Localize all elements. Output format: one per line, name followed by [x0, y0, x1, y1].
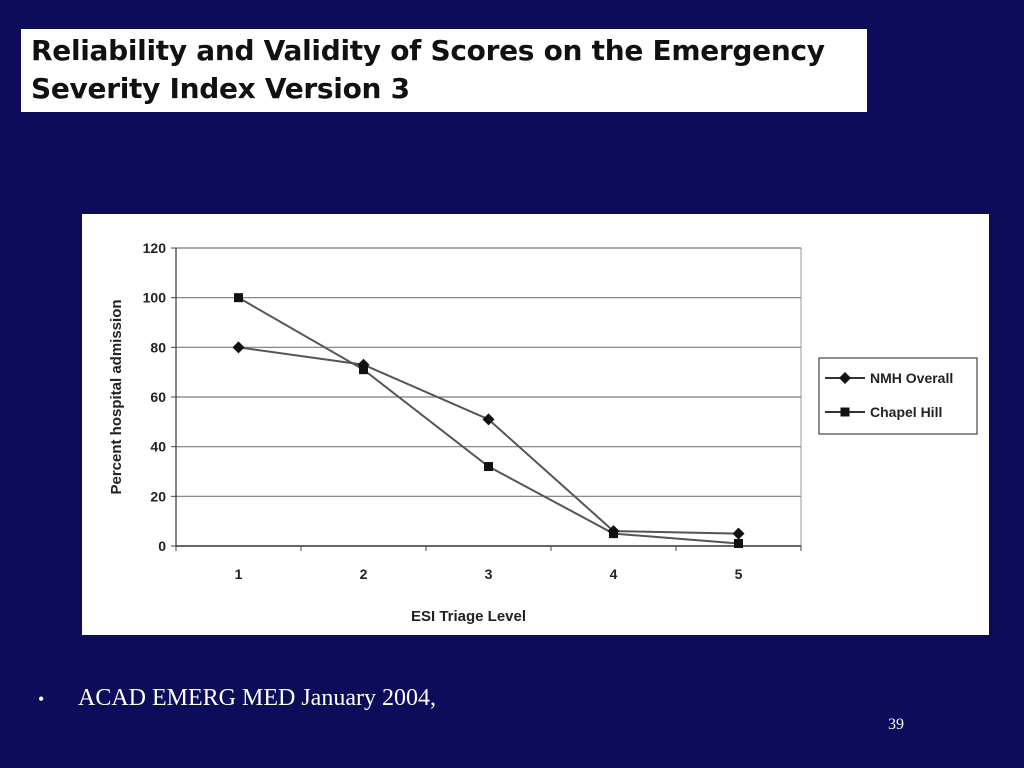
y-tick-label: 40 [150, 439, 166, 455]
x-tick-label: 4 [610, 566, 618, 582]
x-tick-label: 2 [360, 566, 368, 582]
legend-marker [839, 372, 851, 384]
x-tick-label: 3 [485, 566, 493, 582]
x-tick-label: 1 [235, 566, 243, 582]
slide-number: 39 [888, 716, 904, 733]
data-point [234, 293, 243, 303]
y-axis-title: Percent hospital admission [108, 299, 125, 494]
data-point [609, 529, 618, 539]
legend-label: Chapel Hill [870, 404, 942, 420]
y-tick-label: 60 [150, 389, 166, 405]
y-tick-label: 20 [150, 488, 166, 504]
data-point [359, 365, 368, 375]
data-point [357, 358, 370, 371]
line-chart: 0 20 40 60 80 100 120 1 2 3 4 5 ESI Triage Level Perc… [108, 240, 978, 625]
y-tick-label: 80 [150, 339, 166, 355]
slide-title-box: Reliability and Validity of Scores on th… [21, 29, 867, 112]
citation-text: ACAD EMERG MED January 2004, [78, 685, 436, 711]
legend-label: NMH Overall [870, 370, 953, 386]
chart-panel: 0 20 40 60 80 100 120 1 2 3 4 5 ESI Triage Level Perc… [82, 214, 989, 635]
data-point [232, 341, 245, 354]
x-tick-label: 5 [735, 566, 743, 582]
slide-title-line-2: Severity Index Version 3 [31, 72, 410, 105]
bullet-icon: • [38, 688, 45, 709]
y-tick-label: 120 [143, 240, 167, 256]
slide-title-line-1: Reliability and Validity of Scores on th… [31, 34, 825, 67]
citation-bullet: • ACAD EMERG MED January 2004, [38, 685, 436, 712]
data-point [734, 539, 743, 549]
data-point [484, 462, 493, 472]
y-tick-label: 0 [158, 538, 166, 554]
data-point [732, 527, 745, 540]
data-point [482, 413, 495, 426]
legend-marker [840, 407, 850, 417]
y-tick-label: 100 [143, 290, 167, 306]
x-axis-title: ESI Triage Level [411, 608, 526, 625]
legend [818, 357, 978, 435]
